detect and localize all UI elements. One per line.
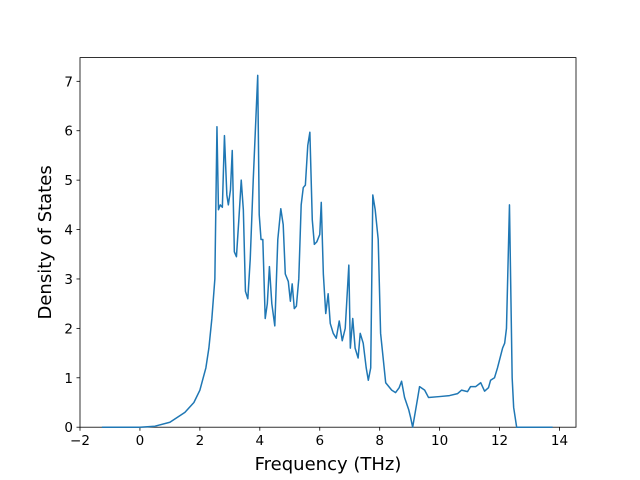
- y-tick-label: 7: [64, 74, 73, 90]
- y-axis-label: Density of States: [35, 165, 56, 319]
- x-tick-label: 10: [431, 433, 448, 449]
- x-tick-label: 12: [491, 433, 508, 449]
- line: [101, 74, 553, 428]
- x-tick-label: 2: [196, 433, 205, 449]
- y-tick-label: 4: [64, 223, 73, 239]
- x-tick-label: 0: [136, 433, 145, 449]
- y-tick-label: 1: [64, 371, 73, 387]
- x-tick-label: 6: [315, 433, 324, 449]
- y-tick-label: 0: [64, 420, 73, 436]
- axes-frame: [79, 57, 577, 428]
- x-tick-label: 14: [551, 433, 568, 449]
- y-tick-label: 6: [64, 124, 73, 140]
- x-tick-label: 4: [256, 433, 265, 449]
- y-tick-label: 2: [64, 321, 73, 337]
- x-tick-label: −2: [70, 433, 90, 449]
- y-tick-label: 3: [64, 272, 73, 288]
- x-axis-label: Frequency (THz): [255, 454, 402, 475]
- y-tick-label: 5: [64, 173, 73, 189]
- x-tick-label: 8: [375, 433, 384, 449]
